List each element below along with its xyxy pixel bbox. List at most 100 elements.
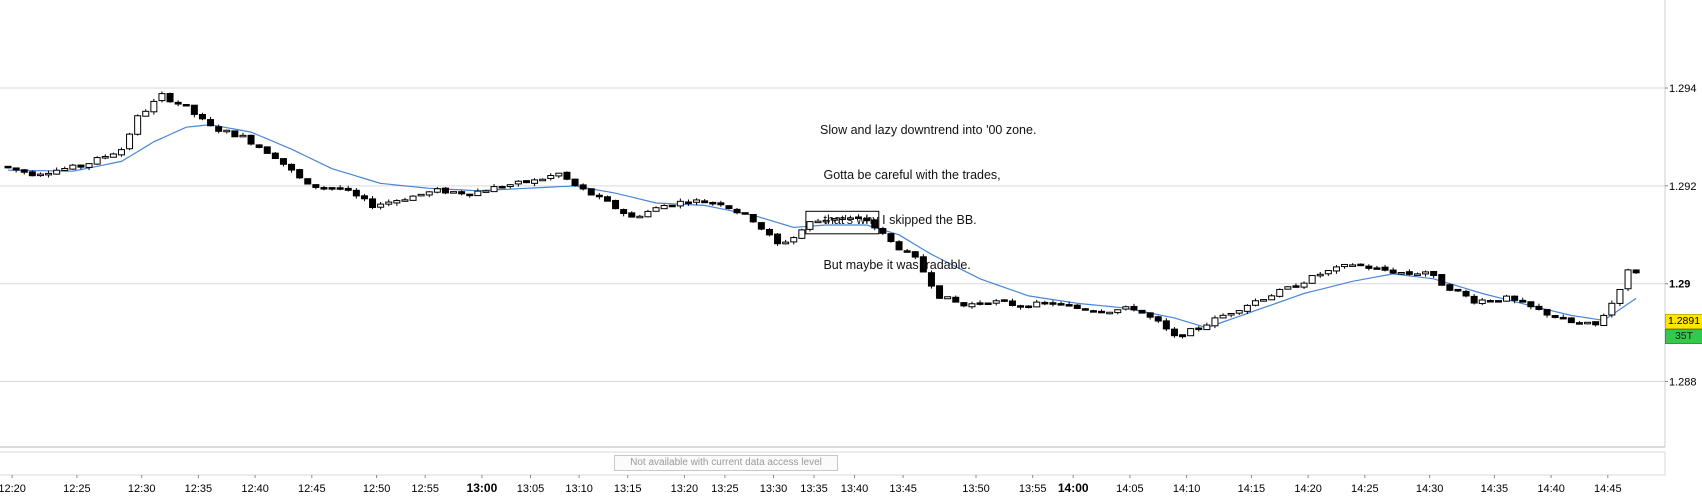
candle-body [749,213,757,223]
candle-body [198,114,206,120]
data-access-notice: Not available with current data access l… [614,455,838,471]
candle-body [806,221,814,230]
candle-body [636,215,644,219]
candle-body [863,217,871,222]
candle-body [741,212,749,215]
candle-body [312,184,320,188]
candle-body [458,191,466,195]
candle-body [1584,321,1592,325]
candle-body [1179,334,1187,338]
candle-body [53,169,61,175]
candle-body [1073,304,1081,309]
x-tick-label: 14:00 [1058,481,1089,495]
candle-body [1462,290,1470,297]
candles-layer [4,91,1640,339]
x-tick-label: 13:50 [962,483,990,495]
candle-body [409,195,417,201]
candle-body [12,167,20,171]
candle-body [709,201,717,205]
candle-body [441,187,449,194]
candle-body [1187,328,1195,337]
candle-body [855,216,863,219]
candle-body [1081,308,1089,311]
candle-body [126,133,134,150]
candle-body [288,163,296,171]
annotation-line: Slow and lazy downtrend into '00 zone. [820,123,1037,137]
candle-body [587,188,595,196]
candle-body [239,134,247,138]
candle-body [1632,269,1640,274]
candle-body [944,296,952,300]
candle-body [328,187,336,190]
candle-body [531,179,539,184]
candle-body [1624,269,1632,290]
candle-body [782,241,790,245]
candle-body [895,241,903,251]
candle-body [1608,302,1616,316]
candle-body [1405,271,1413,275]
x-tick-label: 13:10 [565,483,593,495]
x-tick-label: 12:40 [241,483,269,495]
candle-body [1033,301,1041,308]
candle-body [822,219,830,223]
candle-body [1203,324,1211,331]
candle-body [1381,266,1389,271]
candle-body [814,220,822,224]
candle-body [506,184,514,187]
y-tick-label: 1.292 [1669,181,1697,193]
candle-body [1397,272,1405,275]
candle-body [936,285,944,299]
x-tick-label: 13:15 [614,483,642,495]
candle-body [304,178,312,185]
candle-body [660,204,668,210]
annotation-box[interactable] [805,210,880,235]
candle-body [547,175,555,179]
candle-body [490,186,498,193]
candle-body [190,104,198,115]
moving-average-layer [8,124,1637,329]
candle-body [1162,320,1170,330]
candle-body [595,194,603,198]
candle-body [36,173,44,177]
candle-body [1219,314,1227,319]
y-tick-label: 1.288 [1669,377,1697,389]
candle-body [1049,302,1057,305]
x-tick-label: 12:30 [128,483,156,495]
candle-body [644,210,652,218]
candle-body [1065,304,1073,307]
candle-body [846,217,854,220]
candle-body [790,237,798,243]
x-tick-label: 13:00 [467,481,498,495]
candle-body [765,228,773,236]
candle-body [166,93,174,103]
x-tick-label: 14:05 [1116,483,1144,495]
candle-body [1389,269,1397,274]
x-tick-label: 13:30 [760,483,788,495]
candle-body [1251,300,1259,306]
candle-body [425,191,433,196]
gridlines [0,87,1665,383]
candle-body [1373,267,1381,270]
candle-body [215,126,223,132]
candle-body [263,146,271,154]
candle-body [101,156,109,159]
chart-annotation: Slow and lazy downtrend into '00 zone. G… [820,93,1036,303]
candle-body [1098,310,1106,314]
candle-body [717,202,725,206]
candle-body [61,168,69,171]
x-tick-label: 13:40 [841,483,869,495]
candle-body [514,180,522,185]
candle-body [1454,288,1462,292]
candle-body [1260,299,1268,302]
x-tick-label: 14:25 [1351,483,1379,495]
candle-body [1130,305,1138,311]
candle-body [1292,285,1300,288]
candle-body [360,195,368,200]
candle-body [1341,263,1349,268]
candle-body [271,152,279,160]
candle-body [1057,303,1065,306]
candle-body [498,186,506,189]
candle-body [733,208,741,214]
